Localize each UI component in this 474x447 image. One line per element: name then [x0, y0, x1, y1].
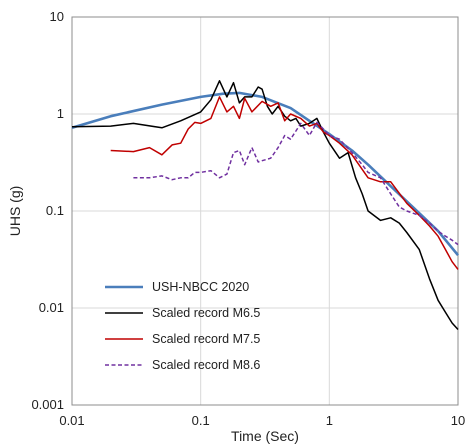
x-tick-label: 1	[326, 413, 333, 428]
y-tick-label: 0.01	[39, 300, 64, 315]
legend: USH-NBCC 2020 Scaled record M6.5 Scaled re…	[105, 280, 260, 372]
x-tick-label: 0.1	[192, 413, 210, 428]
plot-area-border	[71, 16, 459, 406]
series-lines	[71, 80, 460, 331]
grid-lines	[72, 17, 458, 405]
x-tick-label: 0.01	[59, 413, 84, 428]
y-tick-label: 10	[50, 9, 64, 24]
y-axis-title: UHS (g)	[7, 186, 23, 237]
series-line-2	[71, 80, 459, 331]
y-tick-label: 1	[57, 106, 64, 121]
x-tick-label: 10	[451, 413, 465, 428]
legend-label-4: Scaled record M8.6	[152, 358, 260, 372]
series-line-4	[133, 121, 459, 246]
x-axis-title: Time (Sec)	[231, 428, 299, 444]
y-tick-label: 0.001	[31, 397, 64, 412]
legend-label-1: USH-NBCC 2020	[152, 280, 249, 294]
series-line-1	[71, 91, 460, 257]
legend-label-2: Scaled record M6.5	[152, 306, 260, 320]
plot-border	[71, 16, 459, 406]
y-tick-label: 0.1	[46, 203, 64, 218]
legend-label-3: Scaled record M7.5	[152, 332, 260, 346]
series-line-3	[110, 96, 459, 270]
